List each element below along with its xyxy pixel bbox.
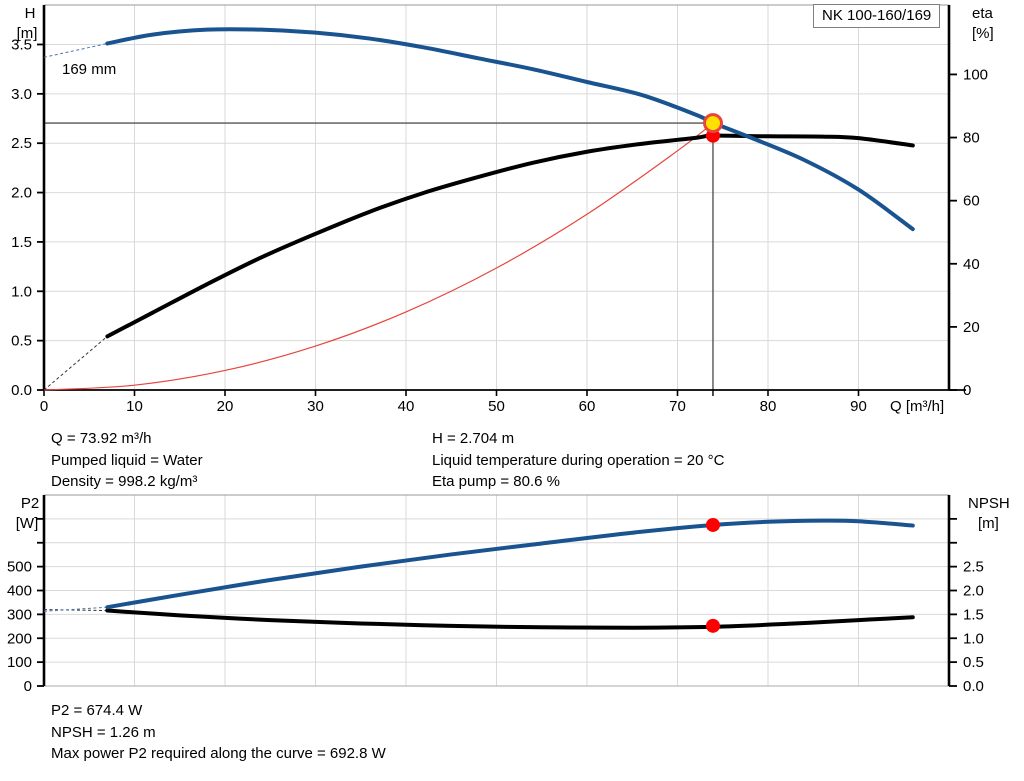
x-axis-title: Q [m³/h]: [890, 398, 944, 415]
npsh-curve-extension: [43, 609, 108, 612]
p2-curve: [105, 518, 915, 610]
y-left-axis-title: P2: [21, 495, 39, 512]
y-right-axis-title: NPSH: [968, 495, 1010, 512]
duty-info-right-line-1: H = 2.704 m: [432, 430, 515, 447]
x-tick-label: 90: [850, 398, 867, 415]
y-left-tick-label: 3.5: [11, 36, 32, 53]
y-right-tick-label: 1.5: [963, 606, 984, 623]
y-left-axis-unit: [W]: [16, 515, 39, 532]
x-tick-label: 30: [307, 398, 324, 415]
duty-info-right-line-3: Eta pump = 80.6 %: [432, 473, 560, 490]
y-left-tick-label: 3.0: [11, 86, 32, 103]
y-left-tick-label: 2.5: [11, 135, 32, 152]
x-tick-label: 10: [126, 398, 143, 415]
head-efficiency-chart: 0 10 20 30 40 50 60 70 80 90 0.0 0.5 1.0 1.5 2.0 2.5 3.0…: [11, 4, 994, 415]
y-left-tick-label: 0: [24, 678, 32, 695]
y-right-tick-label: 100: [963, 66, 988, 83]
duty-info-right: H = 2.704 m Liquid temperature during ope…: [432, 428, 724, 493]
y-left-tick-label: 400: [7, 583, 32, 600]
npsh-curve: [105, 608, 915, 630]
power-info-line-2: NPSH = 1.26 m: [51, 723, 156, 741]
head-curve: [105, 27, 915, 232]
efficiency-curve-extension: [43, 335, 108, 391]
power-npsh-chart: 0 100 200 300 400 500 0.0 0.5 1.0 1.5 2.0 2.5 P2 [W] N…: [7, 494, 1010, 695]
y-right-tick-label: 0.5: [963, 654, 984, 671]
x-tick-label: 60: [579, 398, 596, 415]
y-left-tick-label: 0.0: [11, 382, 32, 399]
head-curve-extension: [43, 43, 108, 58]
impeller-size-label: 169 mm: [62, 61, 116, 78]
y-right-tick-label: 60: [963, 193, 980, 210]
duty-info-left: Q = 73.92 m³/h Pumped liquid = Water Densi…: [51, 428, 203, 493]
duty-info-left-line-2: Pumped liquid = Water: [51, 451, 203, 469]
y-right-tick-label: 2.0: [963, 583, 984, 600]
duty-info-left-line-1: Q = 73.92 m³/h: [51, 430, 152, 447]
y-left-axis-unit: [m]: [17, 25, 38, 42]
y-left-tick-label: 1.0: [11, 283, 32, 300]
y-right-tick-label: 2.5: [963, 559, 984, 576]
y-right-tick-label: 0: [963, 382, 971, 399]
power-info-line-3: Max power P2 required along the curve = …: [51, 745, 386, 762]
y-left-tick-label: 1.5: [11, 234, 32, 251]
y-right-axis-unit: [m]: [978, 515, 999, 532]
y-right-tick-label: 20: [963, 319, 980, 336]
y-left-tick-label: 2.0: [11, 185, 32, 202]
x-tick-label: 70: [669, 398, 686, 415]
duty-point-p2-marker[interactable]: [705, 517, 720, 532]
y-right-axis-unit: [%]: [972, 25, 994, 42]
y-right-tick-label: 40: [963, 256, 980, 273]
x-tick-label: 80: [760, 398, 777, 415]
y-left-tick-label: 100: [7, 654, 32, 671]
system-curve: [43, 122, 714, 391]
y-right-axis-title: eta: [972, 5, 994, 22]
x-tick-label: 0: [40, 398, 48, 415]
p2-curve-extension: [43, 606, 108, 612]
power-info-line-1: P2 = 674.4 W: [51, 702, 143, 719]
pump-model-title-box: NK 100-160/169: [813, 4, 941, 28]
y-right-tick-label: 80: [963, 130, 980, 147]
duty-point-npsh-marker[interactable]: [705, 618, 720, 633]
power-info-block: P2 = 674.4 W NPSH = 1.26 m Max power P2 re…: [51, 700, 386, 765]
y-right-tick-label: 0.0: [963, 678, 984, 695]
y-left-tick-label: 200: [7, 630, 32, 647]
x-tick-label: 40: [398, 398, 415, 415]
y-left-tick-label: 300: [7, 606, 32, 623]
duty-info-left-line-3: Density = 998.2 kg/m³: [51, 473, 198, 490]
duty-point-marker[interactable]: [702, 113, 723, 134]
pump-model-label: NK 100-160/169: [822, 7, 932, 24]
duty-info-right-line-2: Liquid temperature during operation = 20…: [432, 451, 725, 469]
x-tick-label: 20: [217, 398, 234, 415]
y-left-tick-label: 0.5: [11, 333, 32, 350]
y-left-axis-title: H: [25, 5, 36, 22]
x-tick-label: 50: [488, 398, 505, 415]
y-left-tick-label: 500: [7, 559, 32, 576]
y-right-tick-label: 1.0: [963, 630, 984, 647]
efficiency-curve: [105, 133, 915, 339]
